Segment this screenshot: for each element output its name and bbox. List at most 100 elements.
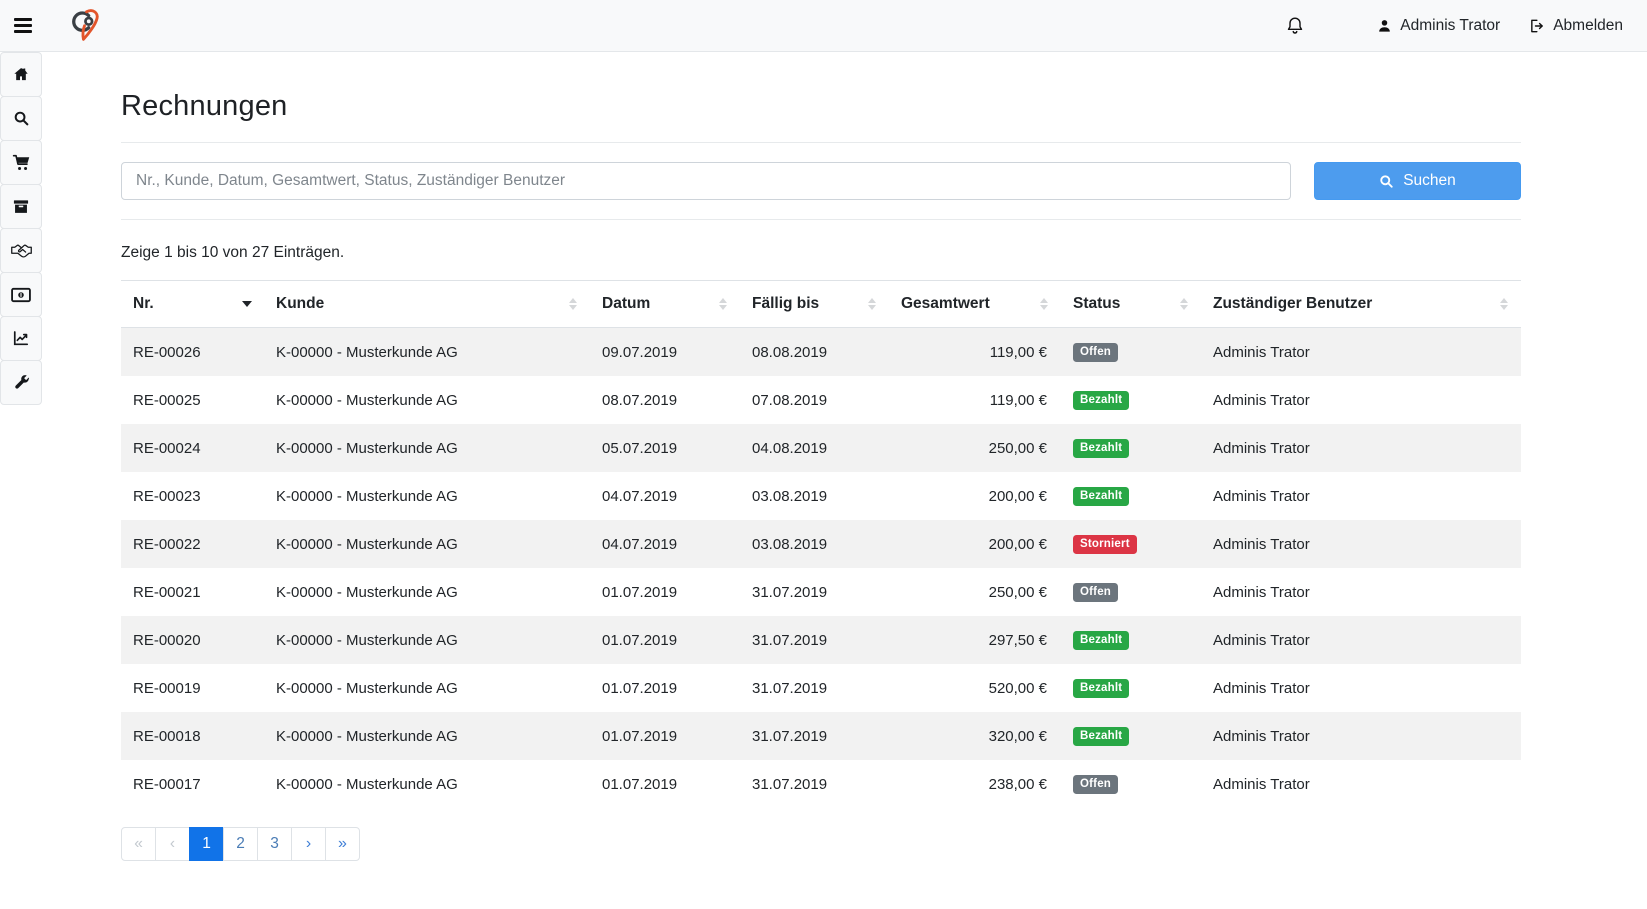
pagination-prev[interactable]: ‹ (155, 827, 190, 861)
cell-kunde: K-00000 - Musterkunde AG (276, 631, 458, 649)
user-icon (1379, 19, 1391, 32)
sort-icon (569, 298, 578, 310)
table-row[interactable]: RE-00017 K-00000 - Musterkunde AG 01.07.… (121, 760, 1521, 808)
table-row[interactable]: RE-00022 K-00000 - Musterkunde AG 04.07.… (121, 520, 1521, 568)
cell-status: Bezahlt (1061, 664, 1201, 712)
column-header-benutzer[interactable]: Zuständiger Benutzer (1201, 280, 1521, 328)
cell-kunde: K-00000 - Musterkunde AG (276, 679, 458, 697)
box-icon (13, 200, 29, 213)
cell-status: Bezahlt (1061, 376, 1201, 424)
search-input[interactable] (121, 162, 1291, 200)
sidebar-item-home[interactable] (0, 52, 42, 97)
column-header-kunde[interactable]: Kunde (264, 280, 590, 328)
cell-benutzer: Adminis Trator (1213, 487, 1310, 505)
table-row[interactable]: RE-00023 K-00000 - Musterkunde AG 04.07.… (121, 472, 1521, 520)
sidebar-item-search[interactable] (0, 96, 42, 141)
column-header-faellig-bis[interactable]: Fällig bis (740, 280, 889, 328)
sort-desc-icon (242, 301, 252, 307)
table-row[interactable]: RE-00025 K-00000 - Musterkunde AG 08.07.… (121, 376, 1521, 424)
chart-line-icon (13, 331, 29, 346)
table-row[interactable]: RE-00018 K-00000 - Musterkunde AG 01.07.… (121, 712, 1521, 760)
cell-invoice-nr: RE-00019 (133, 679, 201, 697)
search-button[interactable]: Suchen (1314, 162, 1521, 200)
cell-faellig-bis: 31.07.2019 (752, 775, 828, 793)
pagination-page-2[interactable]: 2 (223, 827, 258, 861)
cell-datum: 08.07.2019 (602, 391, 678, 409)
cell-gesamtwert: 297,50 € (988, 631, 1047, 649)
home-icon (14, 68, 28, 81)
cell-status: Bezahlt (1061, 472, 1201, 520)
status-badge: Bezahlt (1073, 391, 1130, 410)
status-badge: Offen (1073, 583, 1119, 602)
cell-benutzer: Adminis Trator (1213, 391, 1310, 409)
pagination: « ‹ 1 2 3 › » (121, 827, 1521, 861)
cell-benutzer: Adminis Trator (1213, 727, 1310, 745)
sort-icon (1500, 298, 1509, 310)
table-row[interactable]: RE-00021 K-00000 - Musterkunde AG 01.07.… (121, 568, 1521, 616)
table-row[interactable]: RE-00020 K-00000 - Musterkunde AG 01.07.… (121, 616, 1521, 664)
sidebar-item-reports[interactable] (0, 316, 42, 361)
cell-faellig-bis: 31.07.2019 (752, 727, 828, 745)
sort-icon (719, 298, 728, 310)
cell-kunde: K-00000 - Musterkunde AG (276, 727, 458, 745)
top-navbar: Adminis Trator Abmelden (0, 0, 1647, 52)
sidebar-item-crm[interactable] (0, 228, 42, 273)
cell-gesamtwert: 238,00 € (988, 775, 1047, 793)
table-row[interactable]: RE-00024 K-00000 - Musterkunde AG 05.07.… (121, 424, 1521, 472)
cell-datum: 05.07.2019 (602, 439, 678, 457)
cell-invoice-nr: RE-00022 (133, 535, 201, 553)
cell-datum: 01.07.2019 (602, 727, 678, 745)
column-header-status[interactable]: Status (1061, 280, 1201, 328)
cell-invoice-nr: RE-00026 (133, 343, 201, 361)
cell-invoice-nr: RE-00023 (133, 487, 201, 505)
sidebar-item-settings[interactable] (0, 360, 42, 405)
cell-faellig-bis: 31.07.2019 (752, 679, 828, 697)
cell-datum: 09.07.2019 (602, 343, 678, 361)
menu-icon[interactable] (14, 15, 40, 37)
cell-status: Bezahlt (1061, 712, 1201, 760)
navbar-right: Adminis Trator Abmelden (1285, 15, 1623, 36)
cell-benutzer: Adminis Trator (1213, 343, 1310, 361)
pagination-last[interactable]: » (325, 827, 360, 861)
sidebar-item-finance[interactable] (0, 272, 42, 317)
sort-icon (1180, 298, 1189, 310)
bell-icon[interactable] (1285, 15, 1305, 36)
column-header-datum[interactable]: Datum (590, 280, 740, 328)
pagination-first[interactable]: « (121, 827, 156, 861)
logout-button[interactable]: Abmelden (1528, 17, 1623, 35)
cell-benutzer: Adminis Trator (1213, 535, 1310, 553)
invoice-table-body: RE-00026 K-00000 - Musterkunde AG 09.07.… (121, 327, 1521, 808)
cell-gesamtwert: 200,00 € (988, 487, 1047, 505)
divider-middle (121, 219, 1521, 220)
cell-status: Offen (1061, 760, 1201, 808)
cell-faellig-bis: 07.08.2019 (752, 391, 828, 409)
logout-label: Abmelden (1553, 16, 1623, 34)
column-header-nr[interactable]: Nr. (121, 280, 264, 328)
table-row[interactable]: RE-00026 K-00000 - Musterkunde AG 09.07.… (121, 327, 1521, 376)
page-title: Rechnungen (121, 90, 288, 122)
pagination-next[interactable]: › (291, 827, 326, 861)
cell-gesamtwert: 250,00 € (988, 583, 1047, 601)
pagination-page-3[interactable]: 3 (257, 827, 292, 861)
sidebar (0, 52, 42, 405)
column-header-gesamtwert[interactable]: Gesamtwert (889, 280, 1061, 328)
user-menu[interactable]: Adminis Trator (1377, 17, 1500, 35)
cell-kunde: K-00000 - Musterkunde AG (276, 535, 458, 553)
sidebar-item-products[interactable] (0, 184, 42, 229)
cell-gesamtwert: 320,00 € (988, 727, 1047, 745)
cell-gesamtwert: 520,00 € (988, 679, 1047, 697)
sort-icon (868, 298, 877, 310)
pagination-page-1[interactable]: 1 (189, 827, 224, 861)
cell-status: Offen (1061, 568, 1201, 616)
table-row[interactable]: RE-00019 K-00000 - Musterkunde AG 01.07.… (121, 664, 1521, 712)
results-summary: Zeige 1 bis 10 von 27 Einträgen. (121, 244, 345, 261)
cell-faellig-bis: 31.07.2019 (752, 631, 828, 649)
wrench-icon (14, 375, 29, 389)
search-icon (1380, 174, 1393, 188)
sidebar-item-orders[interactable] (0, 140, 42, 185)
cell-invoice-nr: RE-00021 (133, 583, 201, 601)
cell-gesamtwert: 119,00 € (989, 343, 1047, 361)
cell-datum: 01.07.2019 (602, 775, 678, 793)
cell-benutzer: Adminis Trator (1213, 631, 1310, 649)
app-logo[interactable] (68, 6, 104, 46)
